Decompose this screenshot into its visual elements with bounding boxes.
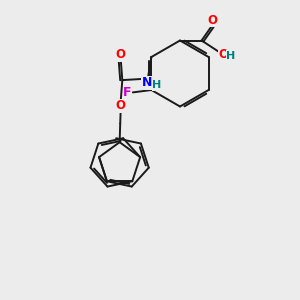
Text: O: O	[115, 99, 125, 112]
Text: H: H	[226, 51, 236, 61]
Text: N: N	[142, 76, 152, 89]
Text: H: H	[152, 80, 161, 90]
Text: O: O	[218, 48, 228, 61]
Text: O: O	[208, 14, 218, 27]
Text: F: F	[123, 86, 132, 99]
Text: O: O	[115, 48, 125, 61]
